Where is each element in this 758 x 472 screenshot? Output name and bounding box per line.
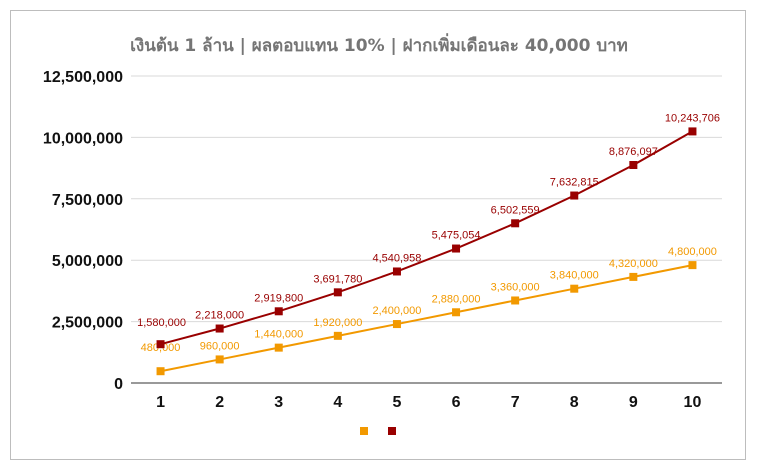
data-point[interactable] <box>215 324 224 333</box>
data-label: 6,502,559 <box>491 204 540 216</box>
series-group: 480,000 960,000 1,440,000 1,920,000 2,400,00… <box>137 112 720 376</box>
data-label: 3,360,000 <box>491 281 540 293</box>
data-label: 8,876,097 <box>609 146 658 158</box>
data-point[interactable] <box>629 161 638 170</box>
data-point[interactable] <box>333 331 342 340</box>
data-point[interactable] <box>688 261 697 270</box>
x-tick-label: 7 <box>511 394 520 411</box>
x-tick-label: 10 <box>684 394 702 411</box>
series-2: 1,580,000 2,218,000 2,919,800 3,691,780 4,54… <box>137 112 720 349</box>
data-point[interactable] <box>511 296 520 305</box>
x-tick-label: 5 <box>392 394 401 411</box>
data-point[interactable] <box>629 272 638 281</box>
legend[interactable] <box>360 427 396 435</box>
series-line <box>160 130 693 346</box>
y-tick-label: 0 <box>114 376 123 393</box>
data-label: 3,840,000 <box>550 270 599 282</box>
series-1: 480,000 960,000 1,440,000 1,920,000 2,400,00… <box>141 246 717 376</box>
data-point[interactable] <box>511 219 520 228</box>
data-label: 1,920,000 <box>313 317 362 329</box>
data-point[interactable] <box>570 284 579 293</box>
data-point[interactable] <box>688 127 697 136</box>
x-tick-label: 2 <box>215 394 224 411</box>
data-label: 7,632,815 <box>550 177 599 189</box>
x-tick-label: 4 <box>333 394 342 411</box>
data-label: 10,243,706 <box>665 112 720 124</box>
x-tick-label: 9 <box>629 394 638 411</box>
data-point[interactable] <box>333 288 342 297</box>
legend-swatch[interactable] <box>360 427 368 435</box>
data-point[interactable] <box>452 308 461 317</box>
data-label: 2,218,000 <box>195 310 244 322</box>
data-point[interactable] <box>274 343 283 352</box>
x-tick-label: 3 <box>274 394 283 411</box>
x-tick-label: 1 <box>156 394 165 411</box>
chart-frame <box>10 10 746 460</box>
data-label: 2,880,000 <box>432 293 481 305</box>
chart-title: เงินต้น 1 ล้าน | ผลตอบแทน 10% | ฝากเพิ่ม… <box>130 33 628 56</box>
data-label: 2,400,000 <box>372 305 421 317</box>
data-point[interactable] <box>156 367 165 376</box>
gridlines <box>131 75 722 323</box>
y-tick-label: 10,000,000 <box>43 130 123 147</box>
y-tick-label: 7,500,000 <box>52 192 123 209</box>
y-tick-label: 5,000,000 <box>52 253 123 270</box>
data-label: 2,919,800 <box>254 292 303 304</box>
x-axis: 1 2 3 4 5 6 7 8 9 10 <box>131 382 722 411</box>
data-point[interactable] <box>274 307 283 316</box>
data-point[interactable] <box>570 191 579 200</box>
data-label: 4,320,000 <box>609 258 658 270</box>
legend-swatch[interactable] <box>388 427 396 435</box>
data-label: 5,475,054 <box>432 230 481 242</box>
data-point[interactable] <box>392 320 401 329</box>
data-label: 1,580,000 <box>137 317 186 329</box>
y-tick-label: 2,500,000 <box>52 315 123 332</box>
data-label: 960,000 <box>200 340 240 352</box>
x-tick-label: 8 <box>570 394 579 411</box>
data-point[interactable] <box>215 355 224 364</box>
x-tick-label: 6 <box>452 394 461 411</box>
data-label: 3,691,780 <box>313 273 362 285</box>
data-point[interactable] <box>452 244 461 253</box>
data-label: 1,440,000 <box>254 329 303 341</box>
data-point[interactable] <box>392 267 401 276</box>
series-line <box>160 264 693 373</box>
data-label: 480,000 <box>141 342 181 354</box>
y-tick-label: 12,500,000 <box>43 69 123 86</box>
data-point[interactable] <box>156 340 165 349</box>
y-axis: 0 2,500,000 5,000,000 7,500,000 10,000,000 12… <box>43 69 123 393</box>
data-label: 4,540,958 <box>372 252 421 264</box>
data-label: 4,800,000 <box>668 246 717 258</box>
